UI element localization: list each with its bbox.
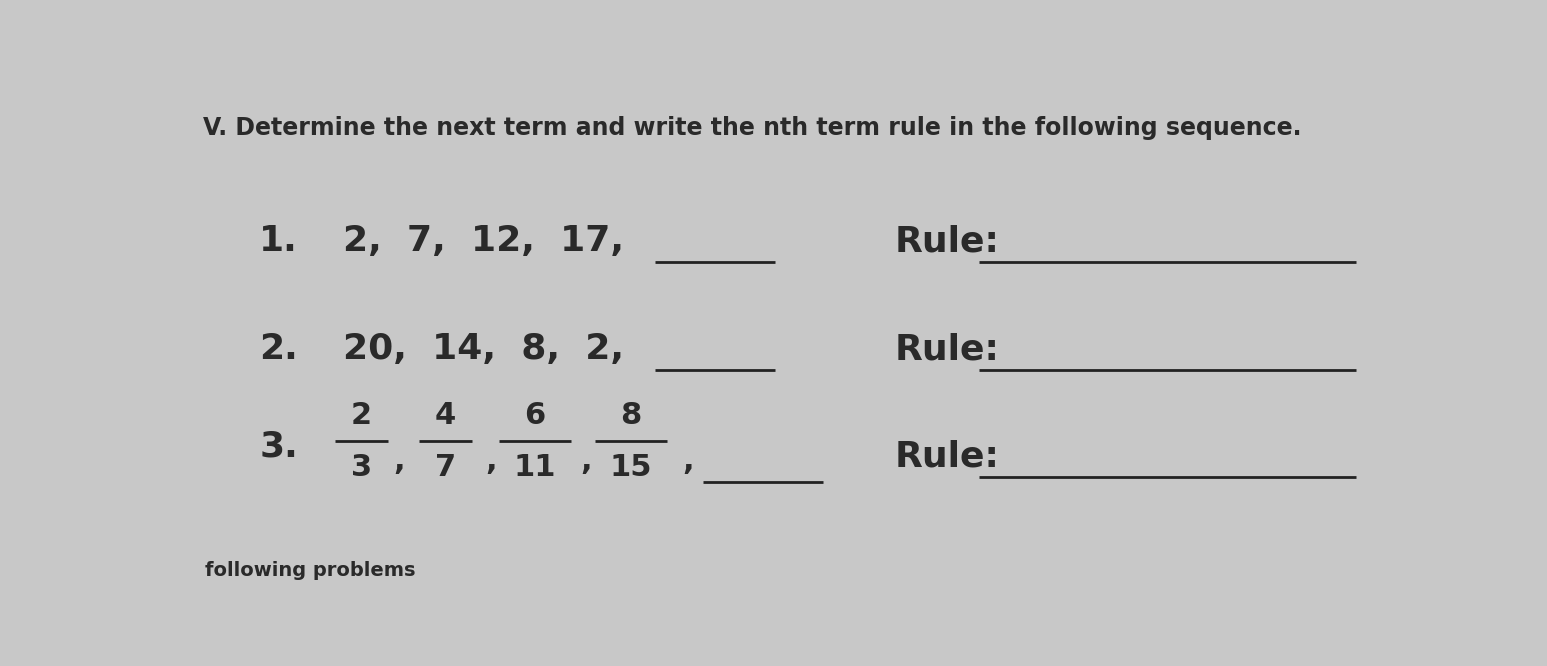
Text: ,: , <box>580 448 593 476</box>
Text: following problems: following problems <box>206 561 416 580</box>
Text: Rule:: Rule: <box>894 440 999 474</box>
Text: 1.: 1. <box>260 224 299 258</box>
Text: ,: , <box>682 448 695 476</box>
Text: 2,  7,  12,  17,: 2, 7, 12, 17, <box>343 224 625 258</box>
Text: 20,  14,  8,  2,: 20, 14, 8, 2, <box>343 332 625 366</box>
Text: 6: 6 <box>524 402 546 430</box>
Text: 8: 8 <box>620 402 642 430</box>
Text: 2.: 2. <box>260 332 299 366</box>
Text: 3.: 3. <box>260 430 299 464</box>
Text: 4: 4 <box>435 402 456 430</box>
Text: ,: , <box>484 448 497 476</box>
Text: 2: 2 <box>351 402 371 430</box>
Text: 11: 11 <box>514 453 557 482</box>
Text: ,: , <box>394 448 405 476</box>
Text: Rule:: Rule: <box>894 332 999 366</box>
Text: 15: 15 <box>610 453 653 482</box>
Text: V. Determine the next term and write the nth term rule in the following sequence: V. Determine the next term and write the… <box>203 116 1301 140</box>
Text: 3: 3 <box>351 453 371 482</box>
Text: 7: 7 <box>435 453 456 482</box>
Text: Rule:: Rule: <box>894 224 999 258</box>
